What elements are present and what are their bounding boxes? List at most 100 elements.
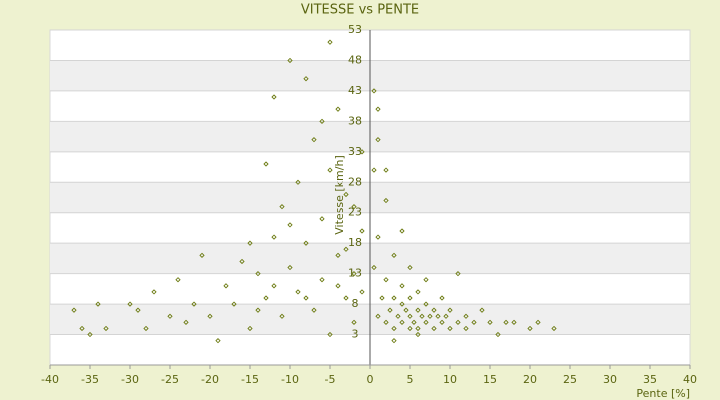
- x-tick-label: -15: [241, 373, 259, 386]
- x-tick-label: 0: [367, 373, 374, 386]
- point: [311, 307, 317, 313]
- y-axis-title: Vitesse [km/h]: [333, 155, 346, 235]
- x-tick-label: 10: [443, 373, 457, 386]
- point: [383, 277, 389, 283]
- point: [263, 161, 269, 167]
- point: [215, 337, 221, 344]
- point: [335, 283, 341, 289]
- point: [255, 307, 261, 313]
- point: [447, 325, 453, 332]
- point: [535, 319, 541, 326]
- point: [471, 319, 477, 326]
- y-tick-label: 8: [352, 297, 359, 310]
- x-tick-label: -30: [121, 373, 139, 386]
- point: [423, 277, 429, 283]
- x-tick-label: -25: [161, 373, 179, 386]
- point: [375, 106, 381, 112]
- point: [167, 313, 173, 319]
- point: [443, 313, 449, 319]
- x-tick-label: 25: [563, 373, 577, 386]
- x-tick-label: -40: [41, 373, 59, 386]
- point: [351, 319, 357, 326]
- point: [287, 57, 293, 64]
- point: [343, 246, 349, 252]
- chart-title: VITESSE vs PENTE: [301, 3, 419, 18]
- point: [303, 295, 309, 301]
- point: [419, 313, 425, 319]
- point: [319, 216, 325, 222]
- point: [311, 136, 317, 143]
- point: [371, 167, 377, 173]
- point: [255, 270, 261, 277]
- point: [427, 313, 433, 319]
- point: [463, 313, 469, 319]
- x-tick-label: -10: [281, 373, 299, 386]
- point: [407, 295, 413, 301]
- point: [247, 240, 253, 246]
- point: [295, 179, 301, 185]
- point: [223, 283, 229, 289]
- point: [371, 264, 377, 271]
- point: [287, 264, 293, 271]
- point: [439, 295, 445, 301]
- point: [271, 94, 277, 100]
- point: [399, 283, 405, 289]
- x-tick-label: -5: [325, 373, 336, 386]
- point: [335, 252, 341, 259]
- point: [407, 264, 413, 271]
- y-tick-label: 33: [348, 145, 362, 158]
- point: [375, 234, 381, 240]
- point: [439, 319, 445, 326]
- point: [399, 301, 405, 307]
- point: [359, 149, 365, 155]
- point: [279, 203, 285, 210]
- point: [327, 167, 333, 173]
- x-tick-label: 5: [407, 373, 414, 386]
- point: [423, 319, 429, 326]
- point: [135, 307, 141, 313]
- point: [375, 313, 381, 319]
- point: [239, 258, 245, 265]
- point: [399, 319, 405, 326]
- point: [383, 167, 389, 173]
- point: [191, 301, 197, 307]
- point: [127, 301, 133, 307]
- point: [479, 307, 485, 313]
- point: [247, 325, 253, 332]
- point: [431, 307, 437, 313]
- point: [343, 191, 349, 198]
- point: [359, 289, 365, 295]
- point: [495, 331, 501, 338]
- y-tick-label: 18: [348, 236, 362, 249]
- point: [143, 325, 149, 332]
- point: [383, 197, 389, 204]
- point: [199, 252, 205, 259]
- point: [455, 270, 461, 277]
- point: [271, 234, 277, 240]
- point: [391, 295, 397, 301]
- point: [87, 331, 93, 338]
- y-tick-label: 23: [348, 206, 362, 219]
- point: [463, 325, 469, 332]
- point: [375, 136, 381, 143]
- point: [435, 313, 441, 319]
- point: [319, 118, 325, 125]
- point: [95, 301, 101, 307]
- point: [411, 319, 417, 326]
- x-axis-title: Pente [%]: [636, 387, 690, 400]
- y-tick-label: 28: [348, 175, 362, 188]
- point: [551, 325, 557, 332]
- y-tick-label: 3: [352, 328, 359, 341]
- point: [175, 277, 181, 283]
- point: [279, 313, 285, 319]
- point: [431, 325, 437, 332]
- point: [371, 88, 377, 94]
- point: [527, 325, 533, 332]
- point: [503, 319, 509, 326]
- point: [407, 325, 413, 332]
- point: [391, 337, 397, 344]
- point: [319, 277, 325, 283]
- point: [231, 301, 237, 307]
- point: [327, 331, 333, 338]
